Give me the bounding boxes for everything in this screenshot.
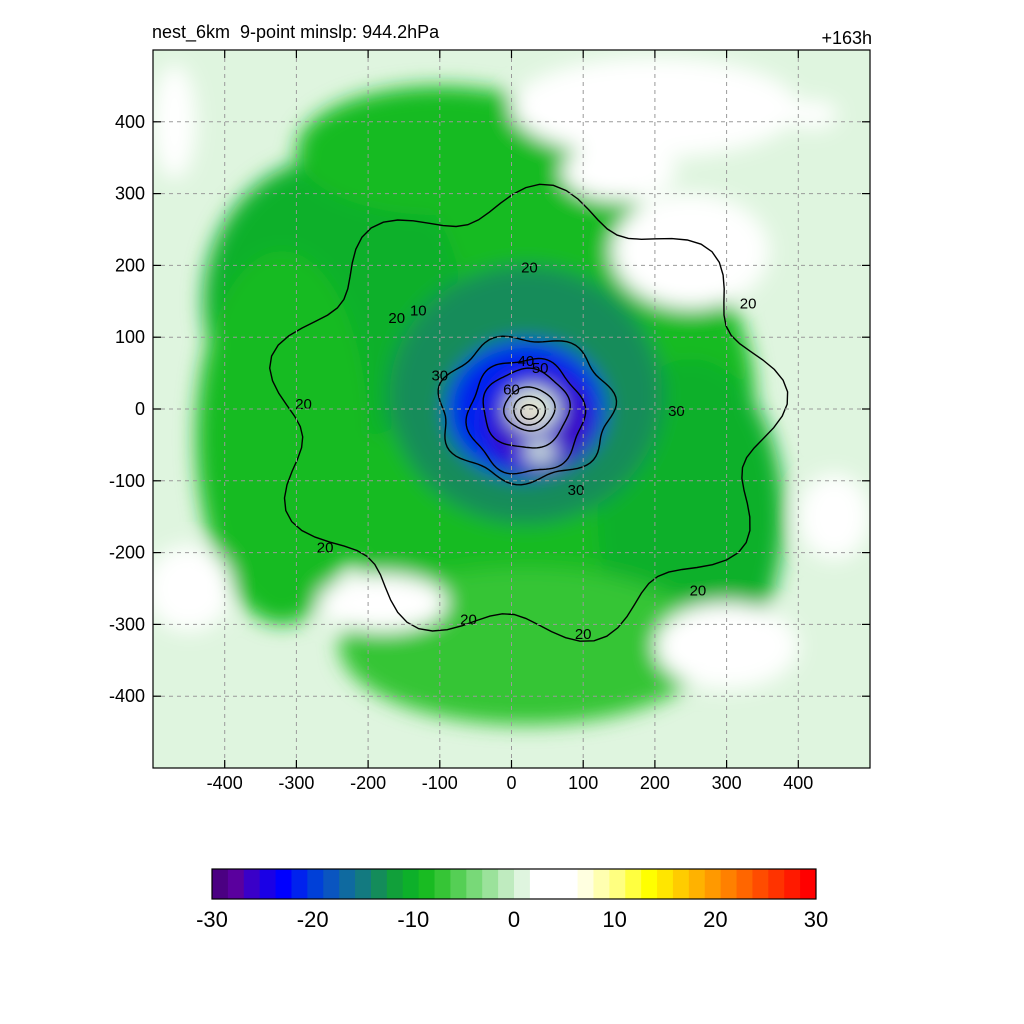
y-tick-label: 400	[115, 112, 145, 132]
x-tick-label: -300	[278, 773, 314, 793]
colorbar-swatch	[466, 869, 483, 899]
x-tick-label: -100	[422, 773, 458, 793]
colorbar-swatch	[704, 869, 722, 899]
contour-label: 20	[690, 583, 707, 600]
contour-line	[503, 386, 556, 432]
colorbar-tick-label: -30	[196, 907, 228, 932]
x-tick-label: -400	[207, 773, 243, 793]
contour-label: 20	[388, 310, 405, 327]
field-blob	[524, 442, 556, 463]
colorbar-swatch	[418, 869, 436, 899]
colorbar-swatch	[625, 869, 642, 899]
contour-line	[513, 395, 547, 426]
x-tick-label: 100	[568, 773, 598, 793]
contour-line	[268, 183, 789, 642]
axis-ticks: -400 -300 -200 -100 0 100 200 300 40040030020010…	[109, 50, 870, 793]
colorbar-tick-label: -10	[397, 907, 429, 932]
colorbar: -30 -20 -10 0 10 20 30	[196, 868, 828, 932]
y-tick-label: -300	[109, 614, 145, 634]
colorbar-swatch	[291, 869, 308, 899]
colorbar-swatch	[355, 869, 372, 899]
field-blob	[296, 85, 584, 216]
contour-label: 20	[460, 611, 477, 628]
y-tick-label: -200	[109, 543, 145, 563]
y-tick-label: -100	[109, 471, 145, 491]
contour-label: 20	[521, 260, 538, 277]
contour-line	[465, 357, 587, 475]
contour-label: 20	[317, 540, 334, 557]
field-blob	[523, 406, 536, 419]
colorbar-swatch	[339, 869, 356, 899]
colorbar-swatch	[688, 869, 706, 899]
colorbar-tick-label: 30	[804, 907, 828, 932]
contour-label: 40	[517, 353, 534, 370]
field-gap	[611, 193, 770, 309]
y-tick-label: -400	[109, 686, 145, 706]
colorbar-swatch	[482, 869, 499, 899]
forecast-hour-label: +163h	[821, 28, 872, 48]
colorbar-swatch	[386, 869, 404, 899]
x-tick-label: 300	[712, 773, 742, 793]
colorbar-swatch	[450, 869, 467, 899]
colorbar-swatch	[498, 869, 515, 899]
colorbar-frame	[211, 868, 817, 900]
colorbar-tick-label: -20	[297, 907, 329, 932]
colorbar-swatch	[275, 869, 292, 899]
x-tick-label: 0	[506, 773, 516, 793]
colorbar-swatch	[577, 869, 594, 899]
contour-label: 30	[568, 482, 585, 499]
contour-label: 10	[410, 303, 427, 320]
colorbar-swatch	[800, 869, 817, 899]
contour-label: 20	[295, 396, 312, 413]
field-gap	[317, 574, 447, 632]
colorbar-swatch	[768, 869, 785, 899]
x-tick-label: 200	[640, 773, 670, 793]
contour-label: 30	[668, 403, 685, 420]
colorbar-tick-label: 20	[703, 907, 727, 932]
colorbar-swatch	[514, 869, 531, 899]
contour-label: 50	[532, 360, 549, 377]
colorbar-swatch	[243, 869, 261, 899]
colorbar-swatch	[784, 869, 801, 899]
colorbar-swatch	[227, 869, 245, 899]
x-tick-label: 400	[783, 773, 813, 793]
colorbar-swatch	[307, 869, 324, 899]
colorbar-swatch	[609, 869, 626, 899]
y-tick-label: 0	[135, 399, 145, 419]
contour-label: 20	[740, 295, 757, 312]
field-gap	[561, 143, 677, 201]
field-blob	[196, 251, 369, 625]
y-tick-label: 200	[115, 255, 145, 275]
field-gap	[798, 473, 870, 560]
colorbar-swatch	[402, 869, 420, 899]
colorbar-swatch	[720, 869, 738, 899]
contour-label: 30	[431, 367, 448, 384]
colorbar-tick-label: 10	[602, 907, 626, 932]
chart-title: nest_6km 9-point minslp: 944.2hPa	[152, 22, 440, 42]
colorbar-swatch	[561, 869, 579, 899]
colorbar-swatch	[529, 869, 547, 899]
colorbar-swatch	[370, 869, 388, 899]
colorbar-swatch	[545, 869, 563, 899]
y-tick-label: 100	[115, 327, 145, 347]
contour-label: 60	[503, 382, 520, 399]
colorbar-swatch	[212, 869, 229, 899]
x-tick-label: -200	[350, 773, 386, 793]
colorbar-swatch	[593, 869, 610, 899]
y-tick-label: 300	[115, 184, 145, 204]
colorbar-swatch	[657, 869, 674, 899]
colorbar-swatch	[323, 869, 340, 899]
field-gap	[153, 545, 232, 632]
colorbar-tick-label: 0	[508, 907, 520, 932]
colorbar-swatch	[641, 869, 658, 899]
contour-line	[520, 404, 539, 420]
colorbar-swatch	[259, 869, 277, 899]
field-gap	[153, 64, 197, 180]
colorbar-swatch	[434, 869, 451, 899]
colorbar-swatch	[752, 869, 769, 899]
colorbar-swatch	[672, 869, 690, 899]
colorbar-swatch	[736, 869, 753, 899]
